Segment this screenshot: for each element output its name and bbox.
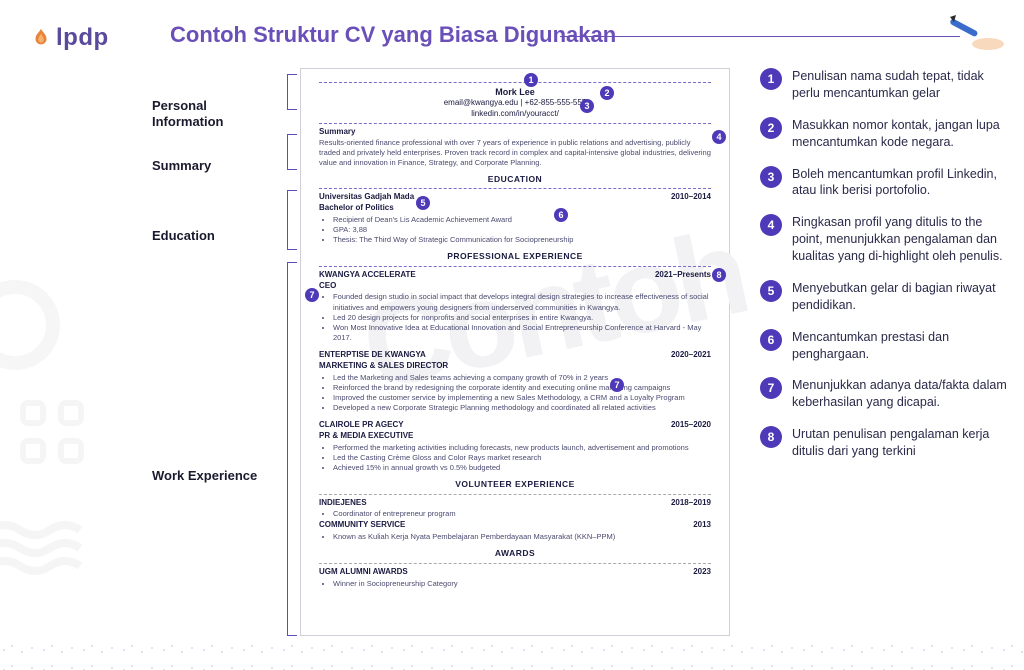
annotation-item: 2 Masukkan nomor kontak, jangan lupa menc… bbox=[760, 117, 1008, 151]
list-item: Led the Marketing and Sales teams achiev… bbox=[333, 373, 711, 383]
list-item: Won Most Innovative Idea at Educational … bbox=[333, 323, 711, 343]
cv-document: Contoh Mork Lee email@kwangya.edu | +62-… bbox=[300, 68, 730, 636]
annotation-number: 7 bbox=[760, 377, 782, 399]
marker-5: 5 bbox=[416, 196, 430, 210]
edu-dates: 2010–2014 bbox=[671, 192, 711, 214]
annotation-item: 4 Ringkasan profil yang ditulis to the po… bbox=[760, 214, 1008, 265]
marker-2: 2 bbox=[600, 86, 614, 100]
edu-school: Universitas Gadjah Mada bbox=[319, 192, 414, 203]
cv-contact: email@kwangya.edu | +62-855-555-555 bbox=[319, 98, 711, 109]
education-heading: EDUCATION bbox=[319, 174, 711, 185]
awards-heading: AWARDS bbox=[319, 548, 711, 559]
cv-name: Mork Lee bbox=[319, 86, 711, 98]
section-label: Summary bbox=[152, 158, 277, 174]
bracket bbox=[287, 134, 297, 170]
annotation-text: Mencantumkan prestasi dan penghargaan. bbox=[792, 329, 1008, 363]
volunteer-block: INDIEJENES2018–2019Coordinator of entrep… bbox=[319, 498, 711, 520]
annotation-text: Menunjukkan adanya data/fakta dalam kebe… bbox=[792, 377, 1008, 411]
list-item: Thesis: The Third Way of Strategic Commu… bbox=[333, 235, 711, 245]
annotation-text: Ringkasan profil yang ditulis to the poi… bbox=[792, 214, 1008, 265]
list-item: Founded design studio in social impact t… bbox=[333, 292, 711, 312]
annotation-number: 1 bbox=[760, 68, 782, 90]
section-label: Work Experience bbox=[152, 468, 277, 484]
annotation-text: Masukkan nomor kontak, jangan lupa menca… bbox=[792, 117, 1008, 151]
list-item: Performed the marketing activities inclu… bbox=[333, 443, 711, 453]
award-block: UGM ALUMNI AWARDS2023Winner in Sociopren… bbox=[319, 567, 711, 589]
bracket bbox=[287, 262, 297, 636]
marker-6: 6 bbox=[554, 208, 568, 222]
list-item: Led 20 design projects for nonprofits an… bbox=[333, 313, 711, 323]
annotation-number: 6 bbox=[760, 329, 782, 351]
annotation-text: Menyebutkan gelar di bagian riwayat pend… bbox=[792, 280, 1008, 314]
flame-icon bbox=[30, 27, 52, 49]
list-item: Improved the customer service by impleme… bbox=[333, 393, 711, 403]
job-block: KWANGYA ACCELERATE2021–Presents CEOFound… bbox=[319, 270, 711, 350]
annotation-list: 1 Penulisan nama sudah tepat, tidak perlu… bbox=[760, 68, 1008, 475]
bg-grid bbox=[20, 400, 90, 470]
logo-text: lpdp bbox=[56, 24, 109, 52]
marker-1: 1 bbox=[524, 73, 538, 87]
annotation-text: Penulisan nama sudah tepat, tidak perlu … bbox=[792, 68, 1008, 102]
list-item: Winner in Sociopreneurship Category bbox=[333, 579, 711, 589]
annotation-item: 5 Menyebutkan gelar di bagian riwayat pen… bbox=[760, 280, 1008, 314]
annotation-text: Urutan penulisan pengalaman kerja dituli… bbox=[792, 426, 1008, 460]
annotation-number: 5 bbox=[760, 280, 782, 302]
annotation-number: 3 bbox=[760, 166, 782, 188]
title-rule bbox=[560, 36, 960, 37]
marker-7: 7 bbox=[610, 378, 624, 392]
annotation-item: 8 Urutan penulisan pengalaman kerja ditul… bbox=[760, 426, 1008, 460]
lpdp-logo: lpdp bbox=[30, 24, 109, 52]
footer-texture bbox=[0, 640, 1024, 670]
cv-linkedin: linkedin.com/in/youracct/ bbox=[319, 109, 711, 120]
annotation-item: 3 Boleh mencantumkan profil Linkedin, ata… bbox=[760, 166, 1008, 200]
summary-heading: Summary bbox=[319, 127, 711, 138]
bracket bbox=[287, 74, 297, 110]
list-item: Known as Kuliah Kerja Nyata Pembelajaran… bbox=[333, 532, 711, 542]
annotation-number: 2 bbox=[760, 117, 782, 139]
section-label: Education bbox=[152, 228, 277, 244]
annotation-item: 1 Penulisan nama sudah tepat, tidak perlu… bbox=[760, 68, 1008, 102]
marker-7: 7 bbox=[305, 288, 319, 302]
annotation-number: 8 bbox=[760, 426, 782, 448]
bracket bbox=[287, 190, 297, 250]
section-label: Personal Information bbox=[152, 98, 277, 129]
job-block: CLAIROLE PR AGECY2015–2020 PR & MEDIA EX… bbox=[319, 420, 711, 473]
edu-degree: Bachelor of Politics bbox=[319, 203, 414, 214]
annotation-item: 6 Mencantumkan prestasi dan penghargaan. bbox=[760, 329, 1008, 363]
marker-8: 8 bbox=[712, 268, 726, 282]
page-title: Contoh Struktur CV yang Biasa Digunakan bbox=[170, 22, 616, 48]
annotation-text: Boleh mencantumkan profil Linkedin, atau… bbox=[792, 166, 1008, 200]
list-item: Developed a new Corporate Strategic Plan… bbox=[333, 403, 711, 413]
marker-4: 4 bbox=[712, 130, 726, 144]
marker-3: 3 bbox=[580, 99, 594, 113]
experience-heading: PROFESSIONAL EXPERIENCE bbox=[319, 251, 711, 262]
list-item: Achieved 15% in annual growth vs 0.5% bu… bbox=[333, 463, 711, 473]
list-item: GPA: 3,88 bbox=[333, 225, 711, 235]
list-item: Reinforced the brand by redesigning the … bbox=[333, 383, 711, 393]
annotation-number: 4 bbox=[760, 214, 782, 236]
list-item: Led the Casting Crème Gloss and Color Ra… bbox=[333, 453, 711, 463]
volunteer-block: COMMUNITY SERVICE2013Known as Kuliah Ker… bbox=[319, 520, 711, 542]
list-item: Recipient of Dean's Lis Academic Achieve… bbox=[333, 215, 711, 225]
annotation-item: 7 Menunjukkan adanya data/fakta dalam keb… bbox=[760, 377, 1008, 411]
bg-circle bbox=[0, 280, 60, 370]
volunteer-heading: VOLUNTEER EXPERIENCE bbox=[319, 479, 711, 490]
edu-bullets: Recipient of Dean's Lis Academic Achieve… bbox=[319, 215, 711, 245]
pen-icon bbox=[946, 14, 1006, 50]
job-block: ENTERPTISE DE KWANGYA2020–2021 MARKETING… bbox=[319, 350, 711, 420]
list-item: Coordinator of entrepreneur program bbox=[333, 509, 711, 519]
summary-text: Results-oriented finance professional wi… bbox=[319, 138, 711, 168]
bg-wave bbox=[0, 520, 90, 580]
